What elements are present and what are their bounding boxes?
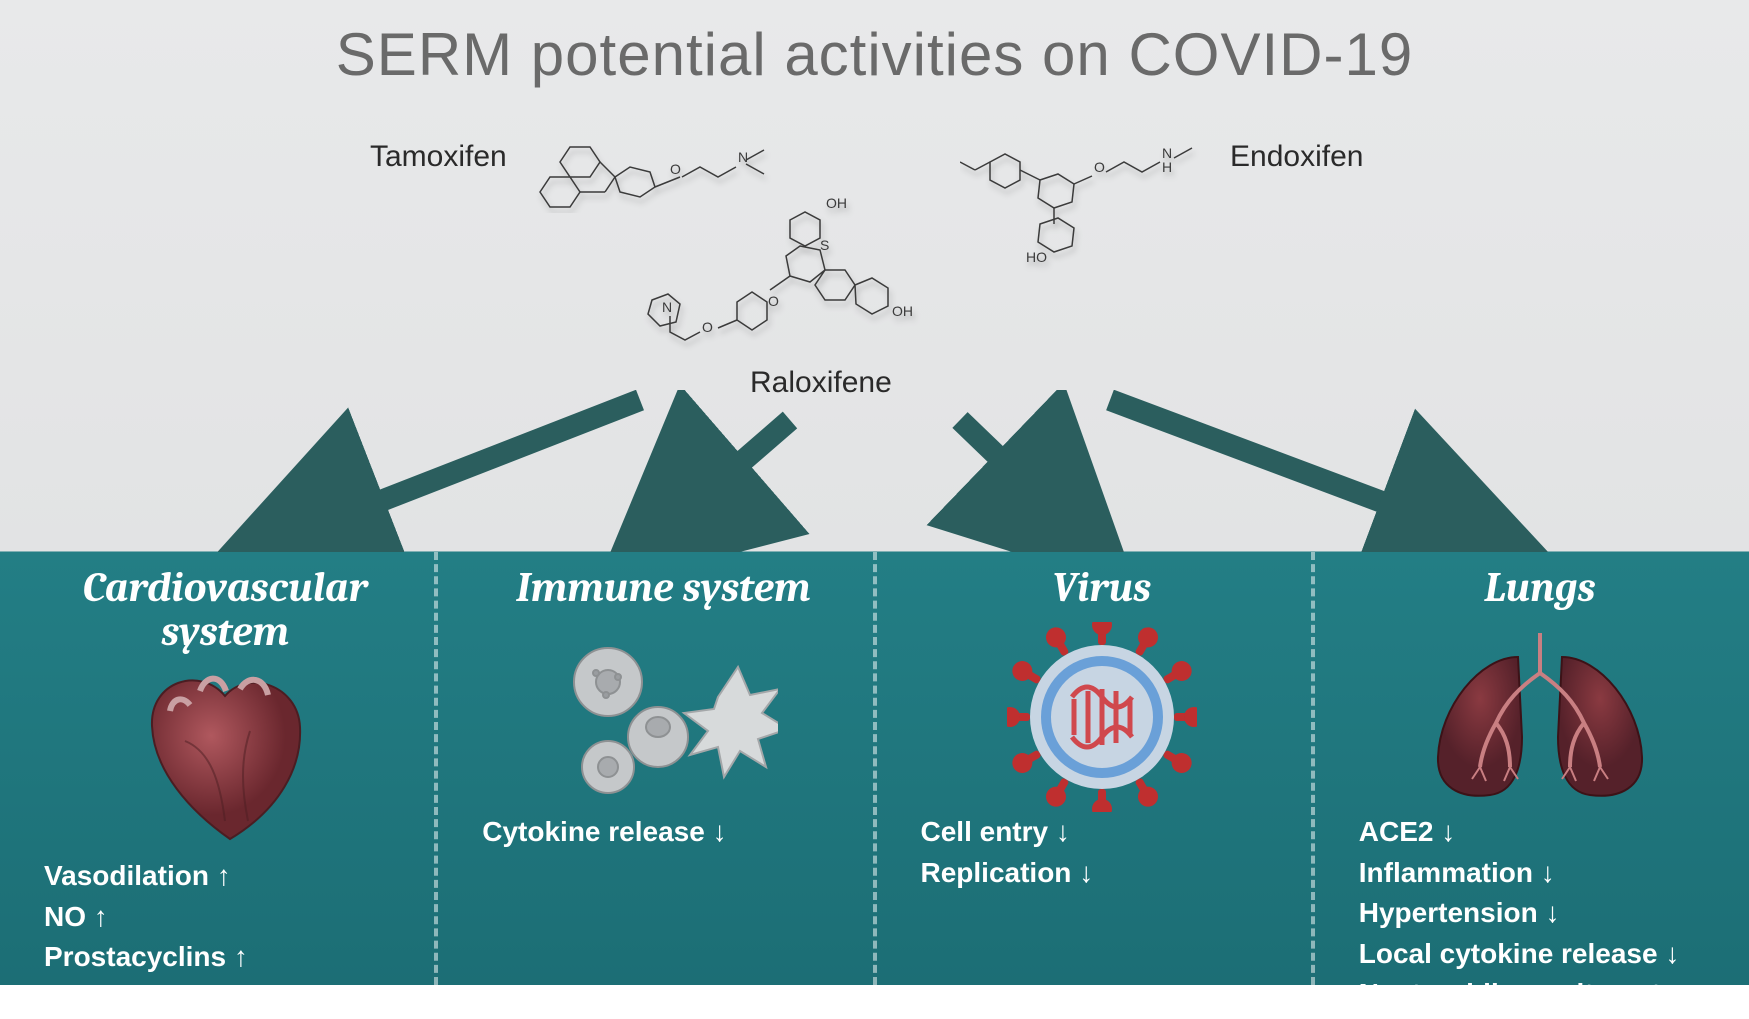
svg-text:N: N [738,149,748,165]
svg-text:O: O [670,161,681,177]
effect: Prostacyclins [44,937,406,978]
effect: Cell entry [921,812,1283,853]
col-immune-heading: Immune system [482,566,844,610]
svg-text:S: S [820,237,829,253]
molecules-area: Tamoxifen Raloxifene Endoxifen O N [0,130,1749,390]
col-cardio: Cardiovascular system Vasodilation NO Pr… [0,552,438,985]
effect: Inflammation [1359,853,1721,894]
svg-text:O: O [1094,159,1105,175]
col-cardio-effects: Vasodilation NO Prostacyclins Endothelin… [44,856,406,1018]
immune-cells-icon [548,627,778,807]
svg-text:H: H [1162,159,1172,175]
lungs-icon [1410,627,1670,807]
mol-structure-raloxifene: OH S OH O O N [640,190,960,380]
col-virus-effects: Cell entry Replication [921,812,1283,893]
svg-text:O: O [768,293,779,309]
svg-text:OH: OH [892,303,913,319]
svg-text:HO: HO [1026,249,1047,265]
mol-label-endoxifen: Endoxifen [1230,140,1363,174]
svg-text:N: N [662,299,672,315]
svg-text:O: O [702,319,713,335]
effects-band: Cardiovascular system Vasodilation NO Pr… [0,552,1749,985]
effect: Local cytokine release [1359,934,1721,975]
col-virus: Virus [877,552,1315,985]
mol-label-tamoxifen: Tamoxifen [370,140,507,174]
col-cardio-heading: Cardiovascular system [44,566,406,654]
effect: Neutrophil recruitment [1359,974,1721,1015]
effect: Cytokine release [482,812,844,853]
col-lungs: Lungs [1315,552,1749,985]
col-lungs-heading: Lungs [1359,566,1721,610]
col-immune: Immune system Cytokine release [438,552,876,985]
effect: Hypertension [1359,893,1721,934]
heart-icon [130,671,320,851]
infographic-canvas: SERM potential activities on COVID-19 Ta… [0,0,1749,985]
col-immune-effects: Cytokine release [482,812,844,853]
mol-structure-endoxifen: O NH HO [960,122,1240,292]
effect: Endothelin 1 [44,978,406,1019]
virus-icon [1007,622,1197,812]
svg-text:OH: OH [826,195,847,211]
effect: Replication [921,853,1283,894]
col-virus-heading: Virus [921,566,1283,610]
effect: Vasodilation [44,856,406,897]
page-title: SERM potential activities on COVID-19 [0,20,1749,89]
effect: NO [44,897,406,938]
effect: ACE2 [1359,812,1721,853]
